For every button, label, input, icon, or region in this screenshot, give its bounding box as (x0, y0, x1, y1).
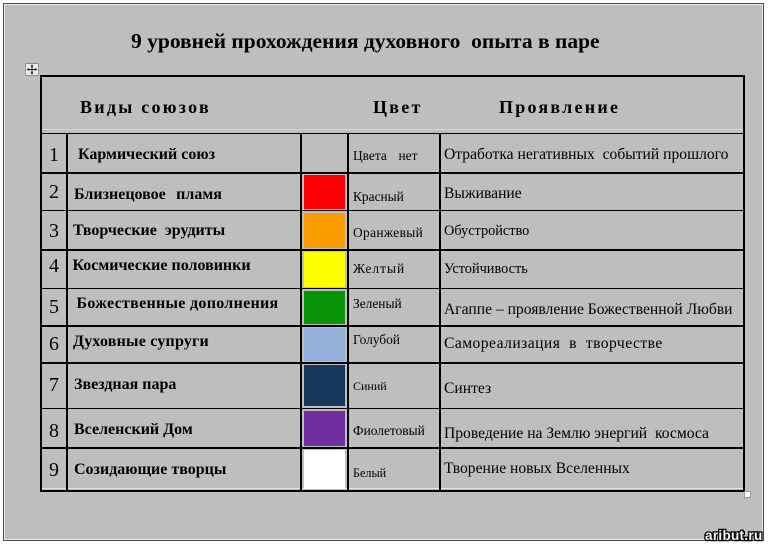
svg-text:aribut.ru: aribut.ru (705, 528, 762, 543)
